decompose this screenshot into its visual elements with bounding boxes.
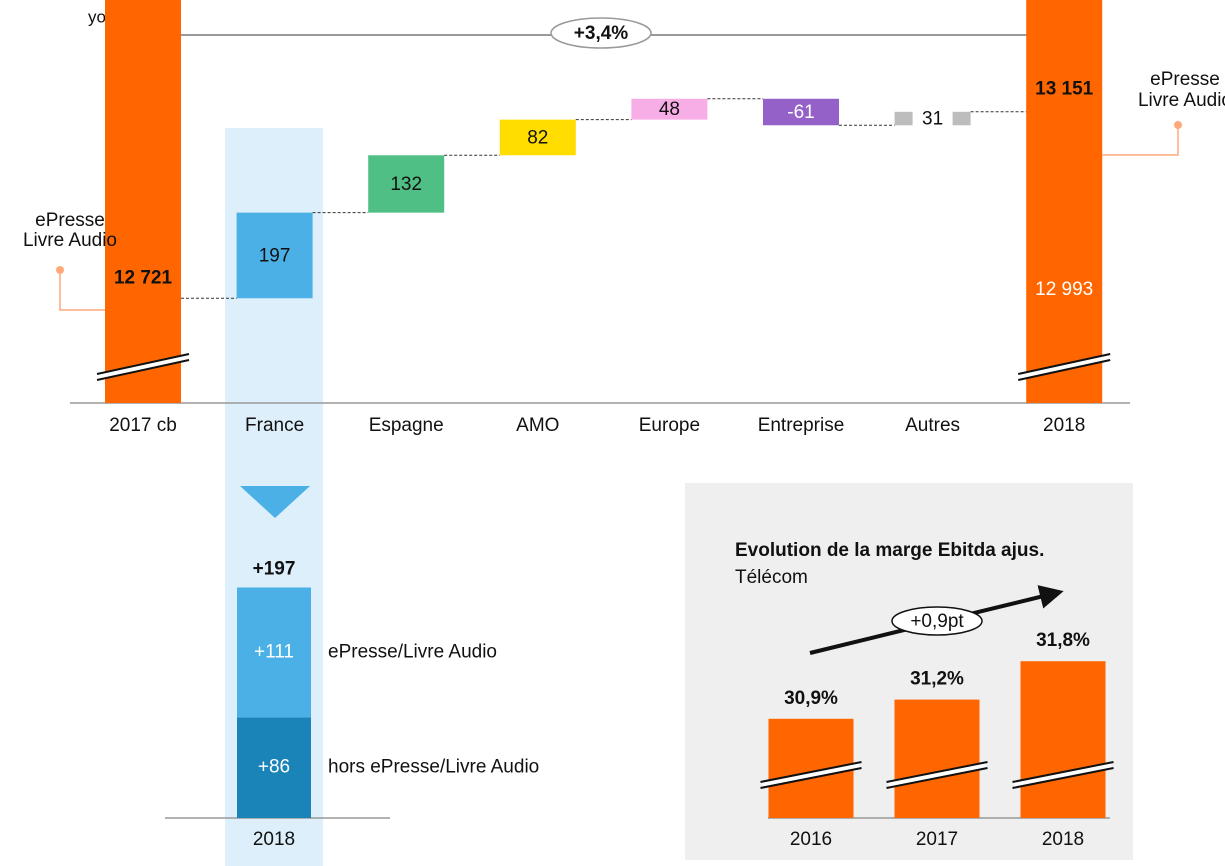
axis-break — [1014, 762, 1112, 788]
axis-break — [888, 762, 986, 788]
value-label: 197 — [259, 245, 291, 266]
value-label: 132 — [390, 174, 422, 195]
leader — [59, 270, 105, 311]
bar — [631, 98, 708, 120]
axis-break — [1020, 354, 1109, 380]
x-tick-label: Autres — [905, 415, 960, 436]
x-tick-label: 2018 — [1043, 415, 1085, 436]
axis-break-line — [886, 761, 988, 783]
leader — [1102, 125, 1179, 156]
axis-break-line — [760, 767, 862, 789]
part-name: ePresse — [35, 210, 105, 231]
axis-break-line — [1017, 359, 1111, 381]
x-tick-label: Entreprise — [758, 415, 845, 436]
bar — [368, 155, 445, 213]
x-tick-label: France — [245, 415, 304, 436]
x-tick-label: 2016 — [790, 829, 832, 850]
x-tick-label: 2017 cb — [109, 415, 177, 436]
x-tick-label: 2017 — [916, 829, 958, 850]
x-tick-label: 2018 — [253, 829, 295, 850]
change-bubble — [891, 606, 983, 636]
x-tick-label: Espagne — [369, 415, 444, 436]
change-label: +0,9pt — [910, 611, 964, 632]
bar-part — [105, 0, 181, 403]
bar — [894, 699, 980, 818]
value-label: 31,2% — [910, 669, 964, 690]
part-name: ePresse — [1150, 69, 1220, 90]
axis-break — [99, 354, 187, 380]
label-box — [912, 107, 953, 130]
total-label: 12 721 — [114, 267, 173, 288]
value-label: 82 — [527, 127, 548, 148]
axis-break-line — [886, 767, 988, 789]
legend-label: ePresse/Livre Audio — [328, 641, 497, 662]
axis-break-line — [760, 761, 862, 783]
bar-part — [237, 717, 311, 818]
dot — [1174, 121, 1182, 129]
total-label: 13 151 — [1035, 78, 1094, 99]
panel-subtitle: Télécom — [735, 567, 808, 588]
axis-break-line — [96, 353, 190, 375]
axis-break — [762, 762, 860, 788]
change-label: +3,4% — [574, 23, 629, 44]
bar-part — [237, 587, 311, 718]
bar — [499, 119, 576, 156]
axis-break-line — [1012, 761, 1114, 783]
part-label: 12 993 — [1035, 279, 1093, 300]
x-tick-label: Europe — [639, 415, 700, 436]
axis-break-line — [96, 359, 190, 381]
axis-break-line — [1017, 353, 1111, 375]
x-tick-label: AMO — [516, 415, 559, 436]
x-tick-label: 2018 — [1042, 829, 1084, 850]
change-bubble — [550, 17, 652, 49]
panel-title: Evolution de la marge Ebitda ajus. — [735, 540, 1044, 561]
bar — [763, 98, 839, 126]
value-label: -61 — [787, 102, 814, 123]
axis-break-line — [1012, 767, 1114, 789]
arrow-down — [240, 486, 310, 518]
total-label: +197 — [253, 559, 296, 580]
bar-part — [1026, 0, 1103, 403]
legend-label: hors ePresse/Livre Audio — [328, 757, 539, 778]
value-label: 48 — [659, 99, 680, 120]
value-label: +111 — [254, 641, 294, 662]
dot — [56, 266, 64, 274]
value-label: 30,9% — [784, 688, 838, 709]
part-name: Livre Audio — [23, 230, 117, 251]
bar — [1020, 661, 1106, 818]
value-label: +86 — [258, 757, 290, 778]
value-label: 31 — [922, 109, 943, 130]
part-name: Livre Audio — [1138, 90, 1225, 111]
value-label: 31,8% — [1036, 630, 1090, 651]
bar — [236, 212, 313, 299]
